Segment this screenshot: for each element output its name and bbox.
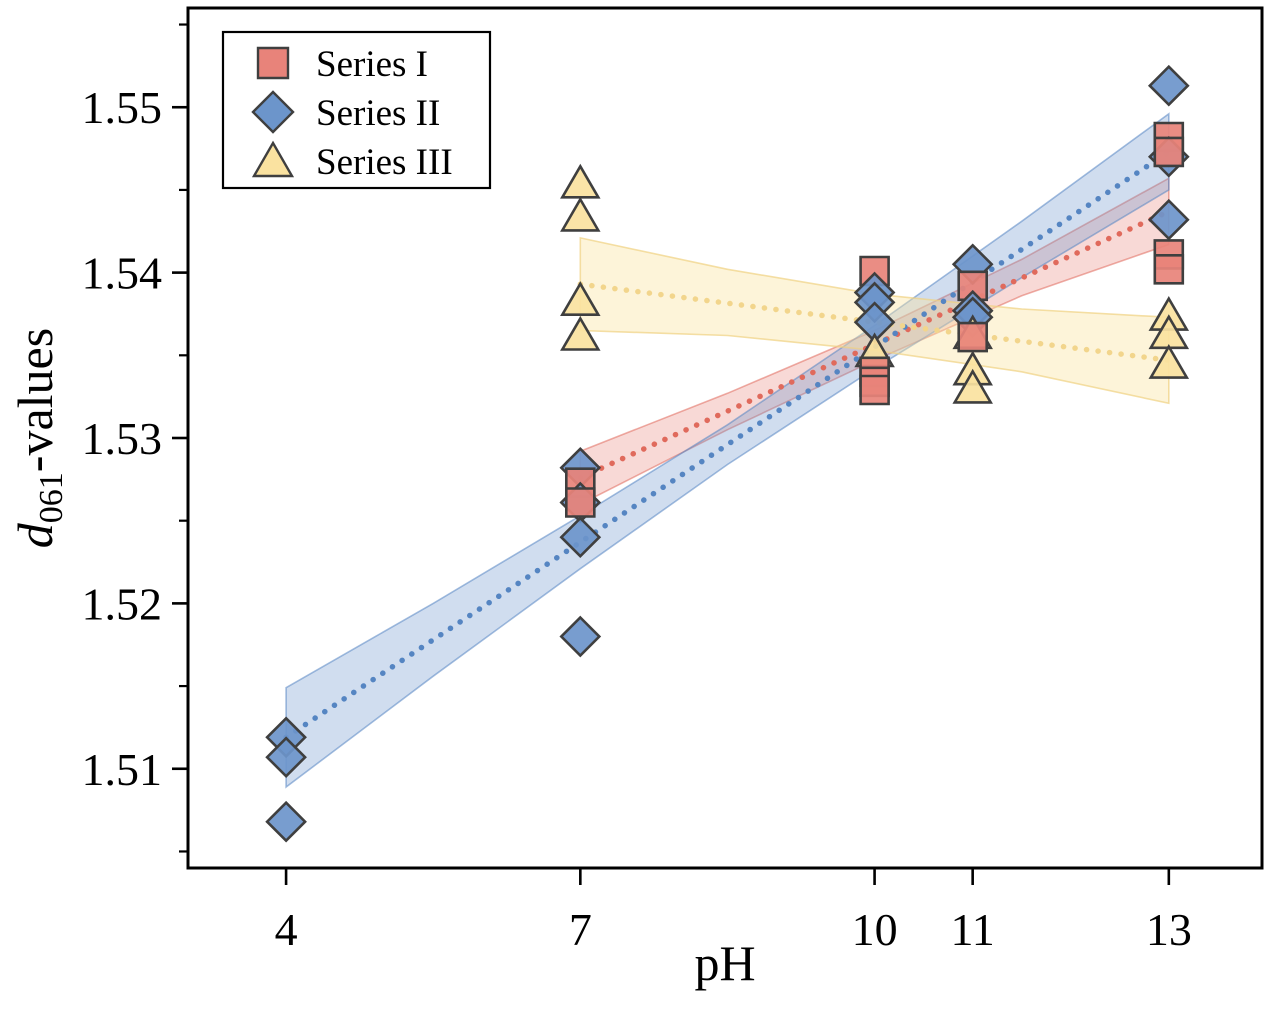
y-axis-title: d061-values (7, 328, 70, 548)
legend-label-series-iii: Series III (316, 142, 453, 183)
data-point-series-i (1153, 253, 1185, 285)
x-tick-label: 13 (1146, 904, 1192, 955)
y-tick-label: 1.54 (82, 248, 163, 299)
legend: Series I Series II Series III (221, 30, 492, 190)
data-point-series-ii (1147, 198, 1190, 241)
data-point-series-iii (560, 281, 601, 317)
legend-label-series-i: Series I (316, 44, 428, 85)
data-point-series-i (1153, 136, 1185, 168)
data-point-series-i (564, 487, 596, 518)
axes-layer (172, 6, 1264, 885)
legend-marker-square (256, 46, 290, 80)
data-point-series-ii (559, 516, 602, 559)
x-tick-label: 7 (569, 904, 592, 955)
data-point-series-ii (265, 800, 307, 843)
x-tick-label: 4 (275, 904, 298, 955)
trend-line-series-ii (283, 149, 1172, 741)
data-point-series-i (859, 255, 890, 287)
data-point-series-iii (1148, 344, 1190, 379)
data-point-series-ii (1147, 64, 1190, 107)
x-axis-title: pH (694, 935, 755, 991)
legend-marker-triangle (251, 140, 295, 178)
y-tick-label: 1.53 (82, 413, 163, 464)
confidence-band-series-ii (285, 112, 1170, 789)
data-point-series-iii (560, 315, 601, 351)
data-point-series-ii (559, 615, 602, 658)
data-point-series-ii (265, 736, 307, 779)
legend-marker-diamond (251, 90, 295, 134)
data-point-series-iii (560, 163, 601, 199)
data-point-series-i (859, 374, 890, 406)
y-tick-label: 1.52 (82, 578, 163, 629)
data-point-series-iii (952, 368, 993, 404)
confidence-bands-layer (285, 112, 1170, 789)
data-markers-layer (265, 64, 1190, 843)
legend-label-series-ii: Series II (316, 93, 440, 134)
axis-labels-layer: 1.51 1.52 1.53 1.54 1.55 4 7 10 11 13 pH d061-value… (7, 82, 1192, 991)
data-point-series-i (957, 270, 989, 302)
data-point-series-i (957, 321, 989, 353)
x-tick-label: 11 (951, 904, 995, 955)
y-tick-label: 1.51 (82, 744, 163, 795)
x-tick-label: 10 (852, 904, 898, 955)
data-point-series-iii (560, 196, 601, 232)
y-tick-label: 1.55 (82, 82, 163, 133)
